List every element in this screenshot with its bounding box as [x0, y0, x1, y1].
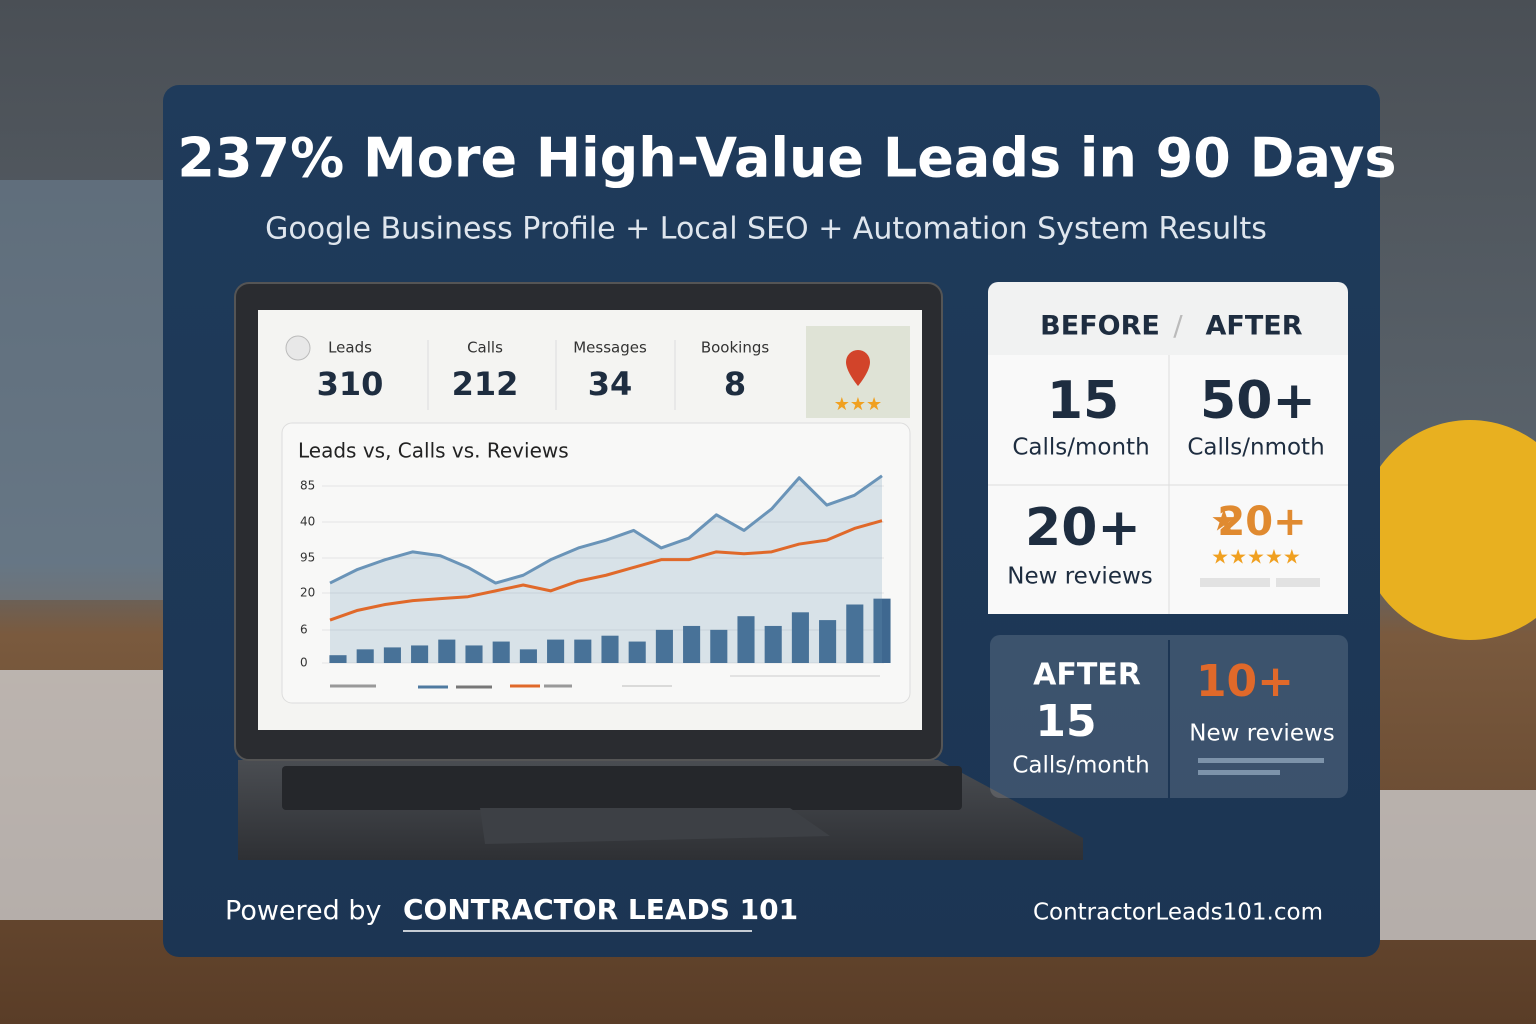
- stat-number: 212: [452, 365, 519, 403]
- y-label: 85: [300, 479, 315, 493]
- background-window: [0, 180, 170, 600]
- bar: [574, 639, 592, 663]
- bar: [683, 625, 701, 663]
- after-value: 10+: [1196, 656, 1294, 707]
- bar: [492, 641, 510, 663]
- bar: [710, 629, 728, 663]
- stat-label: Leads: [328, 339, 372, 357]
- stat-label: Messages: [573, 339, 647, 357]
- stat-number: 8: [724, 365, 746, 403]
- bar: [873, 598, 891, 663]
- brand: CONTRACTOR LEADS 101: [403, 893, 798, 926]
- bar: [383, 647, 401, 663]
- bar: [764, 625, 782, 663]
- bar: [737, 616, 755, 663]
- stat-caption: Calls/nmoth: [1187, 435, 1324, 461]
- stars: ★★★★★: [1211, 545, 1301, 569]
- after-heading: AFTER: [1033, 658, 1141, 693]
- y-label: 20: [300, 586, 315, 600]
- logo-icon: [285, 335, 311, 361]
- placeholder-bar: [1200, 578, 1270, 587]
- after-caption: Calls/month: [1012, 753, 1149, 779]
- url: ContractorLeads101.com: [1033, 900, 1323, 926]
- stat-label: Calls: [467, 339, 503, 357]
- bar: [819, 620, 837, 663]
- blueprint: [0, 670, 180, 920]
- bar: [519, 649, 537, 663]
- line: [329, 474, 883, 585]
- stat-value: 15: [1047, 371, 1119, 431]
- stat-value: 20+: [1217, 499, 1306, 545]
- chart-legend-stub: [330, 675, 880, 689]
- after-caption: New reviews: [1189, 721, 1335, 747]
- stat-caption: Calls/month: [1012, 435, 1149, 461]
- bar: [846, 604, 864, 663]
- subtitle: Google Business Profile + Local SEO + Au…: [265, 212, 1267, 247]
- map-pin: [846, 350, 870, 386]
- area: [330, 475, 882, 663]
- bar: [465, 645, 483, 663]
- hard-hat: [1360, 420, 1536, 640]
- y-label: 95: [300, 551, 315, 565]
- title: 237% More High-Value Leads in 90 Days: [177, 127, 1396, 190]
- star-icon: ★: [1211, 504, 1238, 539]
- placeholder-bar: [1198, 770, 1280, 775]
- bar: [356, 649, 374, 663]
- trackpad: [480, 808, 830, 844]
- stat-value: 50+: [1200, 371, 1316, 431]
- header-slash: /: [1173, 309, 1183, 342]
- y-label: 40: [300, 515, 315, 529]
- chart-title: Leads vs, Calls vs. Reviews: [298, 439, 569, 463]
- stat-number: 34: [588, 365, 633, 403]
- stat-number: 310: [317, 365, 384, 403]
- before-header: BEFORE: [1040, 311, 1160, 342]
- line: [329, 519, 883, 622]
- blueprint: [1370, 790, 1536, 940]
- bar: [329, 655, 347, 663]
- bar: [628, 641, 646, 663]
- bar: [791, 612, 809, 663]
- stat-label: Bookings: [701, 339, 770, 357]
- bar: [655, 629, 673, 663]
- bar: [601, 635, 619, 663]
- y-label: 6: [300, 623, 308, 637]
- bar: [411, 645, 429, 663]
- map-stars: ★★★: [834, 394, 882, 415]
- y-label: 0: [300, 656, 308, 670]
- bar: [547, 639, 565, 663]
- after-header: AFTER: [1206, 311, 1303, 342]
- powered-by: Powered by: [225, 896, 382, 927]
- keyboard: [282, 766, 962, 810]
- placeholder-bar: [1276, 578, 1320, 587]
- placeholder-bar: [1198, 758, 1324, 763]
- after-value: 15: [1035, 696, 1096, 747]
- stat-caption: New reviews: [1007, 564, 1153, 590]
- stat-value: 20+: [1025, 498, 1141, 558]
- bar: [438, 639, 456, 663]
